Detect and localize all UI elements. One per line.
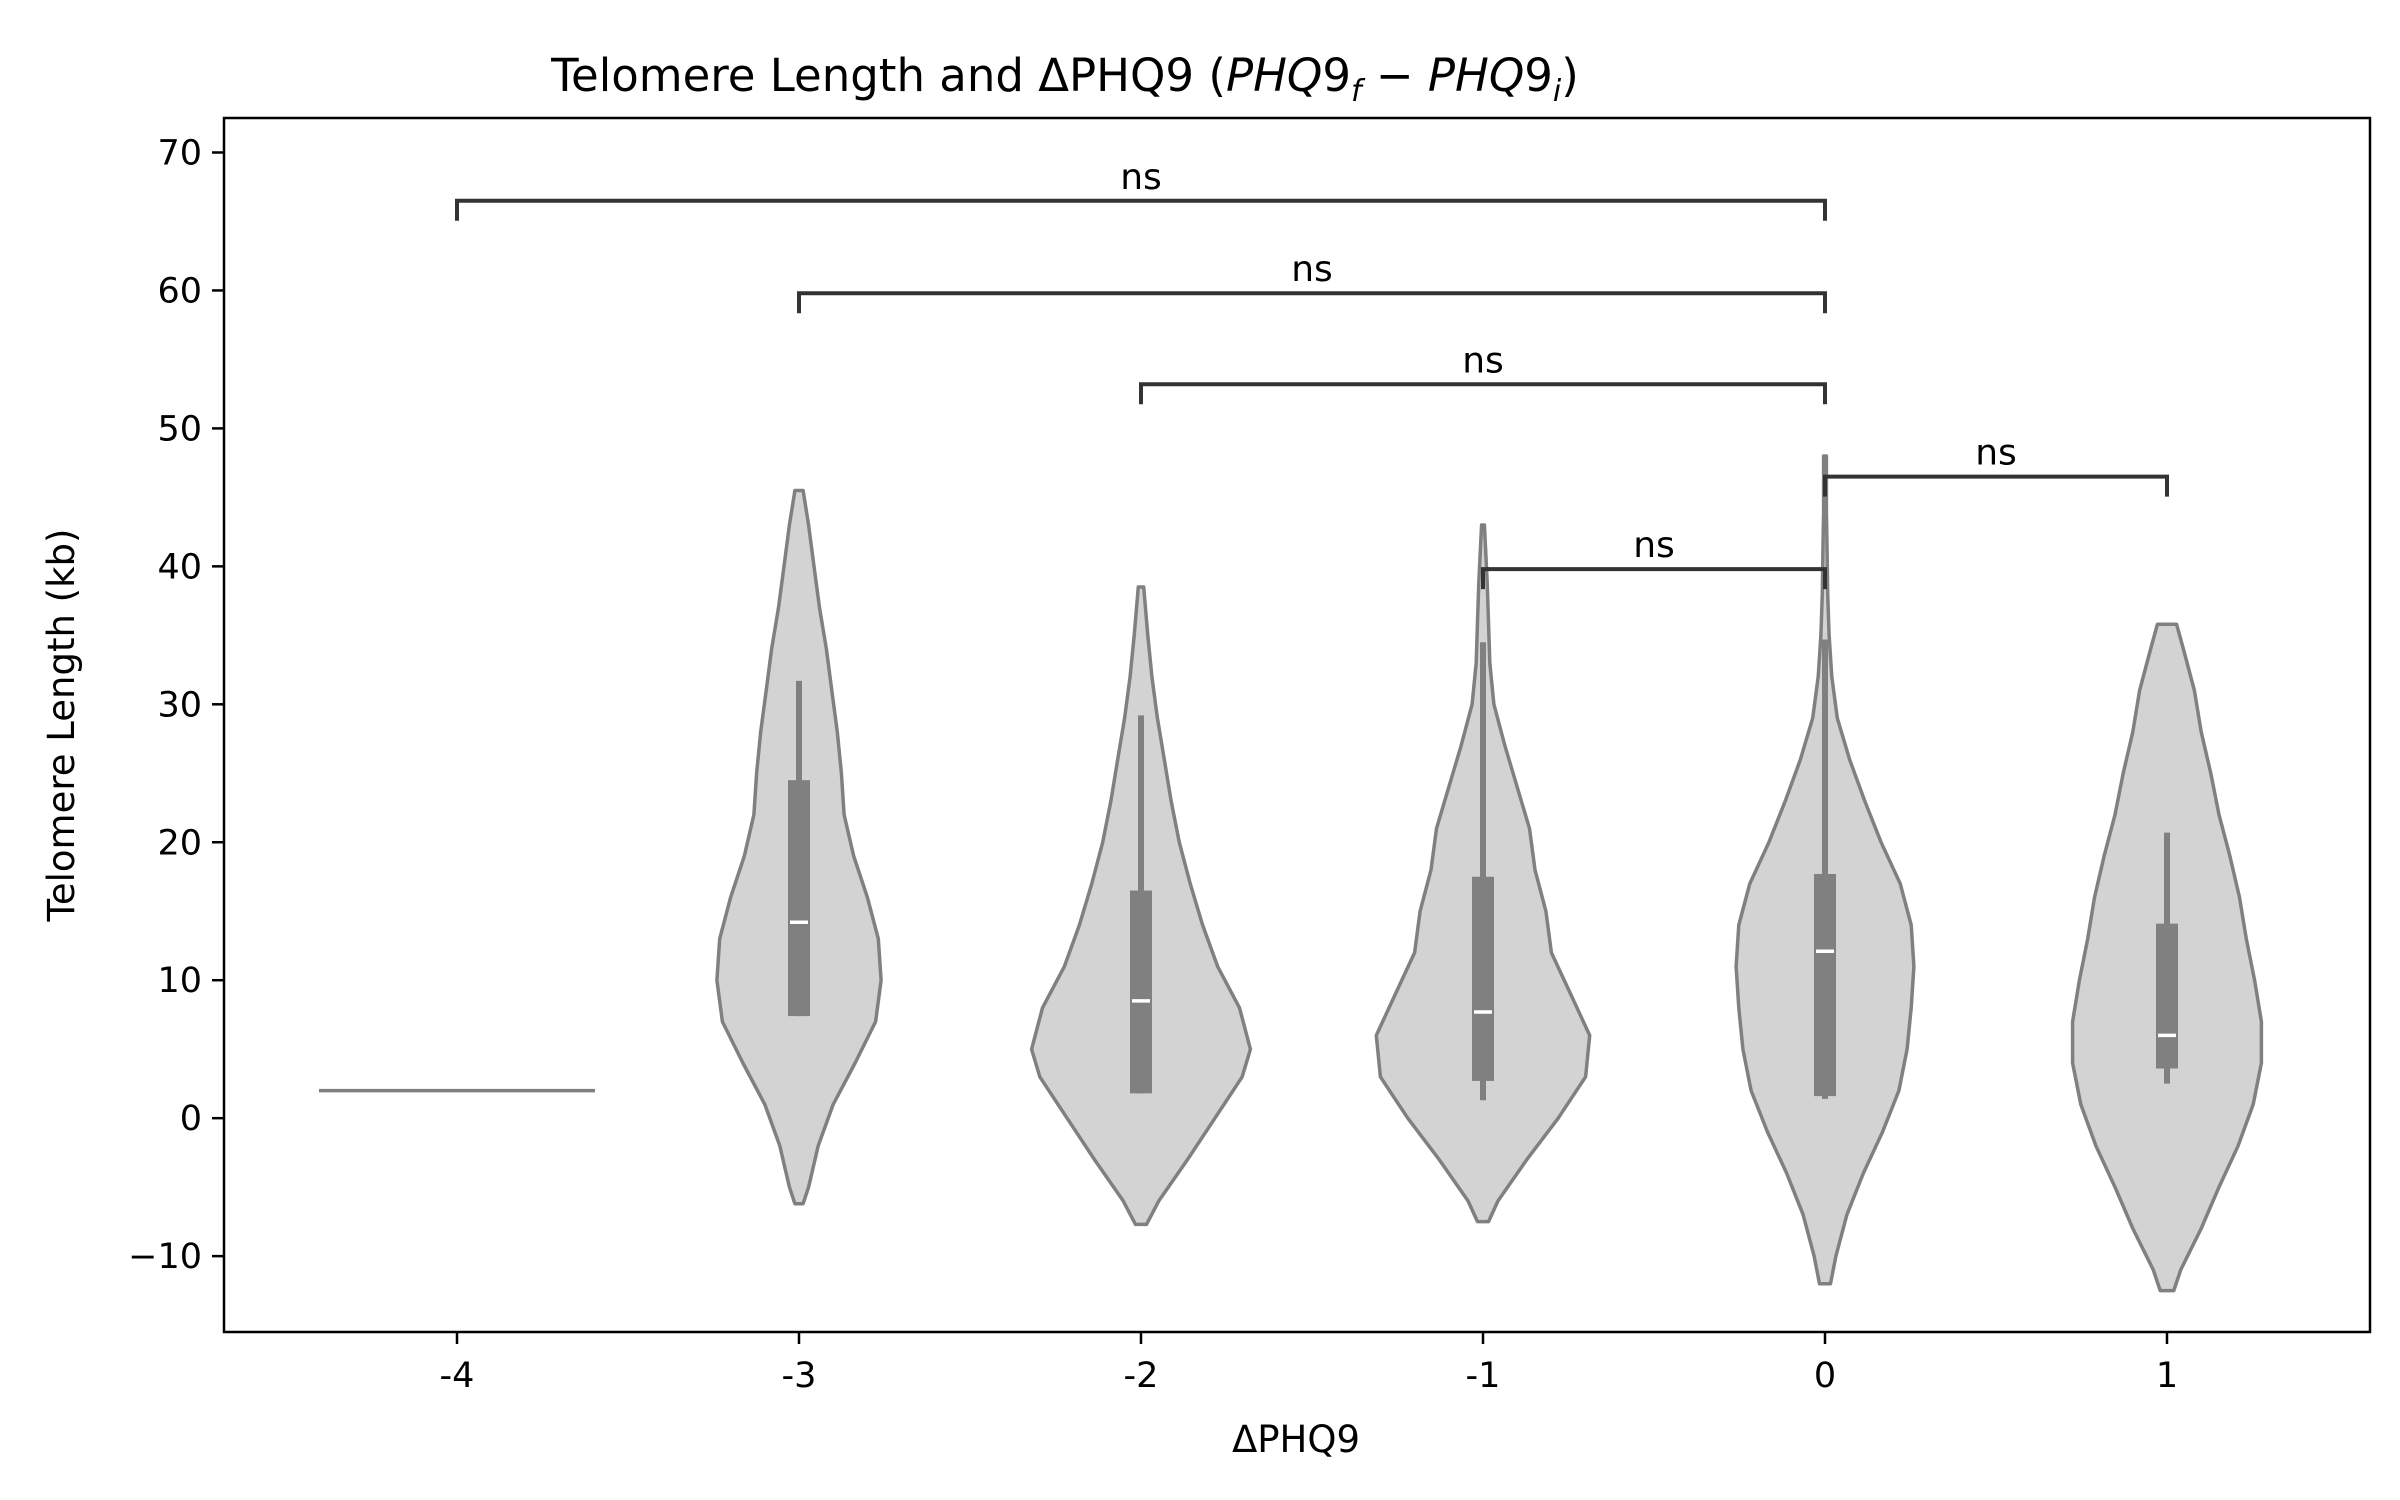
plot-area-frame [222, 116, 2372, 1334]
violin-iqr-box [1814, 873, 1836, 1097]
y-tick-label: 70 [157, 133, 202, 173]
x-tick-label: -2 [1124, 1356, 1159, 1396]
y-tick-label: 60 [157, 271, 202, 311]
y-tick-label: 50 [157, 409, 202, 449]
x-tick-label: -4 [440, 1356, 475, 1396]
violin-0 [1734, 454, 1916, 1286]
x-tick-label: 1 [2156, 1356, 2178, 1396]
significance-brackets: ns ns ns ns ns [455, 157, 2169, 590]
x-axis: -4 -3 -2 -1 0 1 [440, 1332, 2178, 1396]
y-tick-label: 10 [157, 961, 202, 1001]
x-tick-label: -1 [1466, 1356, 1501, 1396]
significance-bracket: ns [455, 157, 1827, 221]
x-tick-label: 0 [1814, 1356, 1836, 1396]
violin-iqr-box [2156, 923, 2178, 1069]
significance-bracket: ns [1823, 433, 2169, 497]
bracket-label: ns [1291, 249, 1333, 290]
bracket-line [1481, 567, 1827, 590]
violin--1 [1374, 523, 1592, 1224]
y-tick-label: 0 [180, 1099, 202, 1139]
violin-iqr-box [1130, 890, 1152, 1094]
y-tick-label: 30 [157, 685, 202, 725]
violin-1 [2070, 622, 2264, 1293]
bracket-label: ns [1462, 340, 1504, 381]
violin--2 [1029, 585, 1253, 1227]
bracket-line [1823, 474, 2169, 497]
x-axis-title: ΔPHQ9 [1232, 1418, 1360, 1461]
bracket-label: ns [1120, 157, 1162, 198]
x-tick-label: -3 [782, 1356, 817, 1396]
chart-title: Telomere Length and ΔPHQ9 (PHQ9f − PHQ9i… [550, 49, 1579, 109]
bracket-line [1139, 382, 1827, 405]
violin--3 [715, 488, 883, 1206]
violin-iqr-box [788, 780, 810, 1017]
violin-iqr-box [1472, 876, 1494, 1081]
bracket-label: ns [1633, 525, 1675, 566]
y-axis: −10 0 10 20 30 40 50 60 70 [128, 133, 224, 1277]
y-axis-title: Telomere Length (kb) [40, 529, 83, 923]
bracket-label: ns [1975, 433, 2017, 474]
significance-bracket: ns [797, 249, 1827, 314]
bracket-line [455, 198, 1827, 221]
significance-bracket: ns [1481, 525, 1827, 590]
y-tick-label: 20 [157, 823, 202, 863]
y-tick-label: 40 [157, 547, 202, 587]
bracket-line [797, 291, 1827, 314]
significance-bracket: ns [1139, 340, 1827, 405]
y-tick-label: −10 [128, 1237, 202, 1277]
violins-layer [319, 454, 2264, 1293]
